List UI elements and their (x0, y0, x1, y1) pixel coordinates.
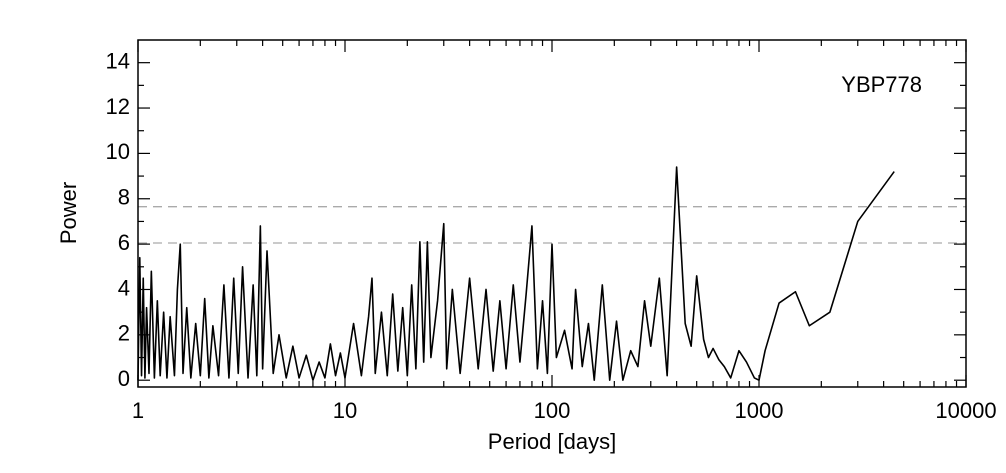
y-tick-label: 0 (118, 366, 130, 391)
x-tick-label: 10 (333, 398, 357, 423)
x-tick-label: 1000 (735, 398, 784, 423)
x-axis-label: Period [days] (488, 429, 616, 454)
y-axis-label: Power (56, 182, 81, 244)
x-tick-label: 10000 (935, 398, 996, 423)
x-tick-label: 1 (132, 398, 144, 423)
y-tick-label: 6 (118, 230, 130, 255)
periodogram-line (137, 166, 895, 381)
y-tick-label: 2 (118, 321, 130, 346)
y-tick-label: 8 (118, 185, 130, 210)
y-tick-label: 4 (118, 275, 130, 300)
x-tick-label: 100 (534, 398, 571, 423)
y-tick-label: 10 (106, 139, 130, 164)
annotation: YBP778 (841, 72, 922, 97)
y-tick-label: 14 (106, 48, 130, 73)
y-tick-label: 12 (106, 94, 130, 119)
